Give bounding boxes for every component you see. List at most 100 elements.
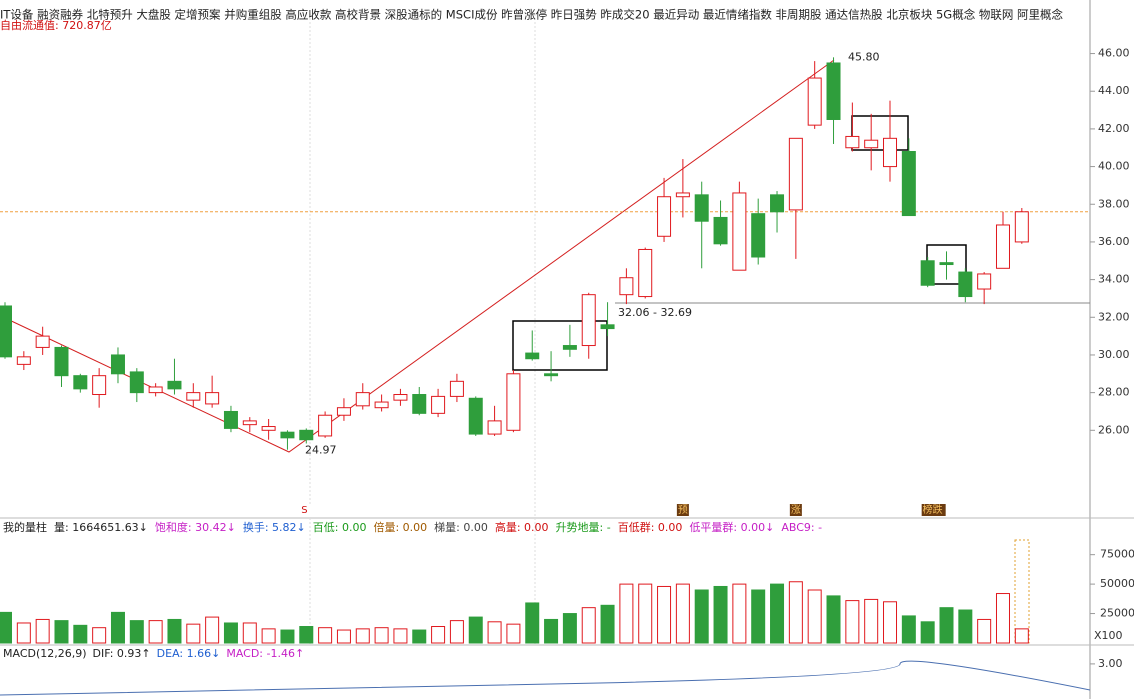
header: IT设备 融资融券 北特预升 大盘股 定增预案 并购重组股 高应收款 高校背景 … (0, 8, 1064, 22)
candle-body (807, 77, 822, 126)
candle-body (54, 346, 69, 377)
unit-label: X100 (1094, 629, 1123, 642)
candle-body (393, 394, 408, 401)
volume-bar (995, 593, 1010, 644)
header-item: MACD(12,26,9) (3, 647, 87, 660)
candle-body (506, 373, 521, 431)
candle-body (788, 137, 803, 211)
volume-bar (54, 620, 69, 644)
volume-bar (1014, 628, 1029, 644)
volume-bar (487, 621, 502, 644)
header-item: ABC9: - (781, 521, 822, 534)
event-marker-bg (676, 504, 689, 516)
candle-body (713, 216, 728, 245)
header-item: 饱和度: 30.42↓ (155, 520, 236, 534)
volume-bar (431, 626, 446, 644)
volume-bar (581, 607, 596, 644)
candle-body (261, 426, 276, 431)
volume-bar (657, 585, 672, 644)
volume-bar (0, 611, 12, 644)
y-tick-label: 75000 (1100, 548, 1134, 561)
volume-bar (129, 620, 144, 644)
candle-body (1014, 211, 1029, 243)
candle-body (205, 392, 220, 405)
volume-bar (186, 623, 201, 644)
volume-bar (619, 583, 634, 644)
candle-body (16, 356, 31, 365)
header-item: 我的量柱 (3, 520, 47, 534)
candle-body (299, 429, 314, 441)
candle-body (355, 392, 370, 407)
y-tick-label: 26.00 (1098, 423, 1130, 436)
candle-body (581, 294, 596, 347)
y-tick-label: 50000 (1100, 577, 1134, 590)
candle-body (223, 410, 238, 429)
volume-bar (148, 620, 163, 644)
volume-bar (788, 581, 803, 644)
volume-bar (638, 583, 653, 644)
candle-body (110, 354, 125, 375)
candle-body (129, 371, 144, 394)
volume-bar (242, 622, 257, 644)
candle-body (412, 394, 427, 414)
y-tick-label: 3.00 (1098, 657, 1123, 670)
header-item: 低平量群: 0.00↓ (689, 520, 774, 534)
volume-bar (318, 627, 333, 644)
candle-body (600, 324, 615, 330)
candle-body (242, 420, 257, 426)
volume-bar (883, 601, 898, 644)
candle-body (845, 135, 860, 149)
header-item: 量: 1664651.63↓ (54, 521, 148, 534)
y-tick-label: 30.00 (1098, 348, 1130, 361)
y-tick-label: 36.00 (1098, 235, 1130, 248)
y-tick-label: 46.00 (1098, 47, 1130, 60)
header-item: MACD: -1.46↑ (226, 647, 304, 660)
header-item: 换手: 5.82↓ (243, 520, 306, 534)
header-item: 升势地量: - (556, 521, 611, 534)
candle-body (995, 224, 1010, 269)
price-annotation: 45.80 (848, 50, 880, 63)
candle-body (826, 62, 841, 120)
forecast-volume (1014, 539, 1030, 644)
candle-body (939, 262, 954, 266)
volume-bar (600, 604, 615, 644)
candle-body (318, 414, 333, 437)
volume-bar (920, 621, 935, 644)
volume-bar (16, 622, 31, 644)
header-item: DEA: 1.66↓ (157, 647, 221, 660)
y-tick-label: 38.00 (1098, 197, 1130, 210)
candle-body (544, 373, 559, 377)
volume-bar (355, 628, 370, 644)
candle-body (675, 192, 690, 198)
volume-bar (751, 589, 766, 644)
volume-bar (713, 585, 728, 644)
candle-body (525, 352, 540, 360)
candle-body (958, 271, 973, 298)
candle-body (920, 260, 935, 286)
volume-bar (958, 609, 973, 644)
y-tick-label: 32.00 (1098, 310, 1130, 323)
header-item: 梯量: 0.00 (434, 521, 488, 534)
candle-body (92, 375, 107, 396)
y-tick-label: 34.00 (1098, 273, 1130, 286)
candle-body (657, 196, 672, 237)
volume-bar (205, 616, 220, 644)
event-marker-bg (921, 504, 946, 516)
event-marker: S (301, 505, 307, 516)
candle-body (186, 392, 201, 401)
candle-body (431, 395, 446, 414)
header-item: 百低群: 0.00 (618, 520, 683, 534)
macd-curve (0, 660, 1091, 696)
candle-body (619, 277, 634, 296)
annotation-box (851, 115, 909, 151)
header-item: 倍量: 0.00 (373, 520, 427, 534)
trend-line (4, 59, 835, 453)
candle-body (562, 345, 577, 350)
y-tick-label: 25000 (1100, 607, 1134, 620)
y-tick-label: 28.00 (1098, 386, 1130, 399)
candle-body (73, 375, 88, 390)
volume-bar (261, 628, 276, 644)
volume-bar (35, 618, 50, 644)
volume-bar (562, 613, 577, 644)
volume-bar (393, 628, 408, 644)
